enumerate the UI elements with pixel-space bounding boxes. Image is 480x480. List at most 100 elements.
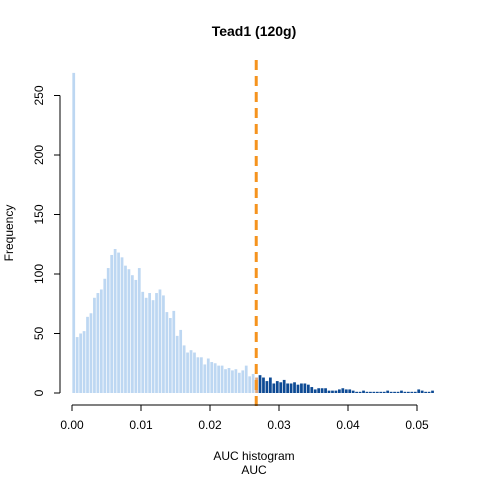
histogram-bar <box>217 365 220 393</box>
histogram-bar <box>234 369 238 393</box>
histogram-bar <box>293 382 296 393</box>
x-axis: 0.00 0.01 0.02 0.03 0.04 0.05 <box>60 404 429 432</box>
y-tick-label: 200 <box>32 145 46 165</box>
histogram-bar <box>237 372 241 393</box>
histogram-bar <box>148 293 151 393</box>
x-tick-label: 0.02 <box>198 418 222 432</box>
histogram-bar <box>75 337 79 393</box>
histogram-bar <box>282 379 286 393</box>
histogram-bar <box>200 357 203 393</box>
histogram-bar <box>182 345 186 393</box>
histogram-bar <box>348 389 352 393</box>
histogram-bar <box>141 291 145 393</box>
histogram-bar <box>227 368 231 393</box>
histogram-bar <box>79 333 82 393</box>
histogram-bar <box>210 362 214 393</box>
histogram-bar <box>127 269 131 393</box>
histogram-bars <box>72 72 434 393</box>
histogram-bar <box>265 381 269 393</box>
histogram-bar <box>358 391 362 393</box>
x-tick-label: 0.03 <box>267 418 291 432</box>
x-tick-label: 0.05 <box>405 418 429 432</box>
chart-title: Tead1 (120g) <box>212 23 297 39</box>
histogram-bar <box>272 383 276 393</box>
histogram-bar <box>431 390 434 393</box>
histogram-bar <box>365 391 369 393</box>
histogram-bar <box>72 72 76 393</box>
histogram-bar <box>369 391 372 393</box>
histogram-bar <box>193 352 196 393</box>
histogram-bar <box>344 389 348 393</box>
histogram-bar <box>206 358 210 393</box>
histogram-bar <box>396 391 400 393</box>
histogram-bar <box>275 381 279 393</box>
histogram-bar <box>155 293 158 393</box>
histogram-bar <box>82 331 86 393</box>
histogram-bar <box>424 391 427 393</box>
histogram-bar <box>131 275 134 393</box>
y-tick-label: 100 <box>32 264 46 284</box>
histogram-bar <box>427 391 431 393</box>
histogram-bar <box>379 391 383 393</box>
histogram-bar <box>213 363 217 393</box>
histogram-bar <box>103 278 107 393</box>
histogram-bar <box>400 390 403 393</box>
histogram-bar <box>203 364 207 393</box>
histogram-bar <box>175 335 179 393</box>
histogram-bar <box>172 310 176 393</box>
histogram-bar <box>189 350 193 393</box>
histogram-bar <box>158 289 162 393</box>
histogram-bar <box>417 389 421 393</box>
histogram-bar <box>89 313 93 393</box>
histogram-bar <box>110 254 114 393</box>
histogram-bar <box>286 383 289 393</box>
histogram-bar <box>251 373 255 393</box>
histogram-bar <box>327 390 331 393</box>
histogram-bar <box>413 391 417 393</box>
x-tick-label: 0.00 <box>60 418 84 432</box>
histogram-bar <box>269 377 272 393</box>
y-axis-label: Frequency <box>2 205 16 262</box>
y-axis: 0 50 100 150 200 250 <box>32 85 61 396</box>
y-tick-label: 0 <box>32 389 46 396</box>
histogram-bar <box>279 382 283 393</box>
histogram-bar <box>113 249 117 393</box>
histogram-bar <box>355 391 358 393</box>
histogram-bar <box>151 300 155 393</box>
histogram-bar <box>407 391 410 393</box>
histogram-bar <box>162 295 165 393</box>
histogram-bar <box>351 390 355 393</box>
histogram-bar <box>338 389 341 393</box>
histogram-bar <box>168 318 172 393</box>
histogram-bar <box>375 391 379 393</box>
histogram-bar <box>306 384 310 393</box>
histogram-bar <box>124 265 127 393</box>
histogram-bar <box>386 390 390 393</box>
histogram-bar <box>296 384 300 393</box>
y-tick-label: 150 <box>32 204 46 224</box>
histogram-bar <box>303 383 307 393</box>
histogram-bar <box>334 390 338 393</box>
histogram-bar <box>224 369 227 393</box>
histogram-bar <box>372 391 376 393</box>
x-tick-label: 0.04 <box>336 418 360 432</box>
histogram-bar <box>241 370 245 393</box>
histogram-bar <box>137 268 141 393</box>
histogram-bar <box>320 388 324 393</box>
histogram-bar <box>382 391 386 393</box>
histogram-bar <box>165 312 169 393</box>
histogram-bar <box>134 279 138 393</box>
histogram-bar <box>258 375 262 393</box>
x-axis-sublabel: AUC <box>241 463 267 477</box>
histogram-bar <box>196 357 200 393</box>
histogram-bar <box>220 365 224 393</box>
x-axis-label: AUC histogram <box>213 449 294 463</box>
y-tick-label: 50 <box>32 327 46 341</box>
histogram-bar <box>313 389 317 393</box>
histogram-bar <box>341 388 345 393</box>
histogram-bar <box>186 352 189 393</box>
histogram-bar <box>310 387 314 393</box>
histogram-bar <box>244 365 248 393</box>
histogram-bar <box>99 289 103 393</box>
histogram-bar <box>86 316 89 393</box>
